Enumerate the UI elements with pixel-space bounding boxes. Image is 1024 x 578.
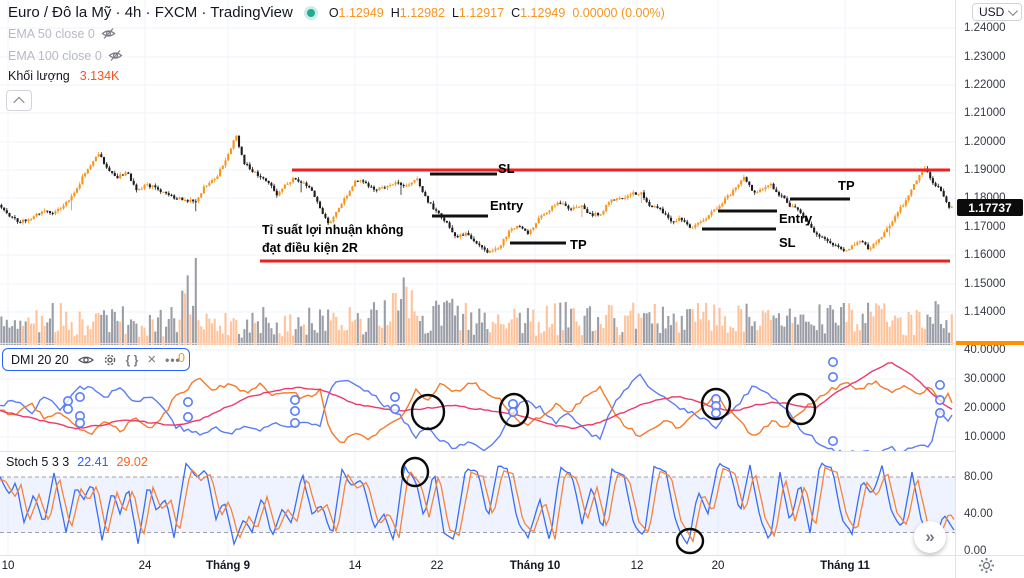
axis-price-label: 1.19000 (964, 164, 1006, 176)
circle-annotations (400, 387, 817, 555)
axis-time-label: Tháng 11 (820, 560, 870, 572)
stoch-d-line (0, 466, 955, 544)
chart-settings-gear-icon[interactable] (978, 557, 995, 578)
axis-price-label: 1.23000 (964, 51, 1006, 63)
stoch-pane (0, 462, 955, 547)
dmi-indicator-header[interactable]: DMI 20 20 { } × ••• (2, 348, 190, 371)
eye-slash-icon[interactable] (108, 48, 123, 63)
axis-price-label: 1.20000 (964, 136, 1006, 148)
axis-price-label: 30.0000 (964, 373, 1006, 385)
more-options-icon[interactable]: ••• (165, 352, 181, 367)
axis-time-label: 22 (430, 560, 444, 572)
currency-toggle-button[interactable]: USD (972, 3, 1023, 21)
axis-corner (955, 555, 1024, 578)
gridlines (0, 0, 955, 555)
axis-time-label: 12 (630, 560, 644, 572)
close-icon[interactable]: × (147, 351, 157, 368)
axis-time-label: Tháng 9 (205, 560, 251, 572)
collapse-legend-button[interactable] (6, 90, 32, 111)
dmi-lines (0, 356, 953, 451)
axis-time-label: 24 (138, 560, 152, 572)
trade-annotation-lines (260, 168, 950, 263)
axis-price-label: 80.00 (964, 471, 993, 483)
axis-price-label: 1.21000 (964, 107, 1006, 119)
axis-price-label: 20.0000 (964, 402, 1006, 414)
volume-bars (0, 258, 953, 345)
axis-price-label: 0.00 (964, 545, 987, 557)
chevron-down-icon (1008, 5, 1019, 16)
currency-label: USD (979, 5, 1005, 19)
axis-price-label: 40.00 (964, 508, 993, 520)
price-axis[interactable]: USD 1.24000 1.23000 1.22000 1.21000 1.20000 1… (955, 0, 1024, 557)
chevron-up-icon (13, 96, 25, 108)
axis-price-label: 1.24000 (964, 22, 1006, 34)
source-code-icon[interactable]: { } (125, 352, 139, 367)
axis-price-label: 1.16000 (964, 249, 1006, 261)
dmi-label: DMI 20 20 (11, 352, 69, 367)
time-axis[interactable]: 10 24 Tháng 9 14 22 Tháng 10 12 20 Tháng 11 (0, 555, 955, 578)
settings-gear-icon[interactable] (103, 353, 117, 367)
dmi-DI+ (0, 373, 953, 451)
axis-price-label: 10.0000 (964, 431, 1006, 443)
axis-price-label: 1.17000 (964, 221, 1006, 233)
current-price-tag: 1.17737 (957, 199, 1023, 216)
axis-time-label: 14 (348, 560, 362, 572)
dmi-DI- (0, 377, 953, 444)
scroll-to-recent-button[interactable]: » (914, 521, 946, 553)
eye-slash-icon[interactable] (101, 26, 116, 41)
axis-time-label: 10 (1, 560, 15, 572)
axis-price-label: 40.0000 (964, 344, 1006, 356)
candles (0, 135, 953, 254)
axis-price-label: 1.14000 (964, 306, 1006, 318)
eye-icon[interactable] (77, 354, 94, 366)
dmi-ADX (0, 362, 953, 430)
chart-canvas[interactable] (0, 0, 955, 555)
axis-time-label: Tháng 10 (509, 560, 561, 572)
stoch-k-line (0, 462, 955, 547)
pane-separator-handle[interactable] (956, 341, 1024, 345)
axis-time-label: 20 (711, 560, 725, 572)
axis-price-label: 1.22000 (964, 79, 1006, 91)
axis-price-label: 1.15000 (964, 278, 1006, 290)
double-chevron-right-icon: » (925, 527, 935, 546)
